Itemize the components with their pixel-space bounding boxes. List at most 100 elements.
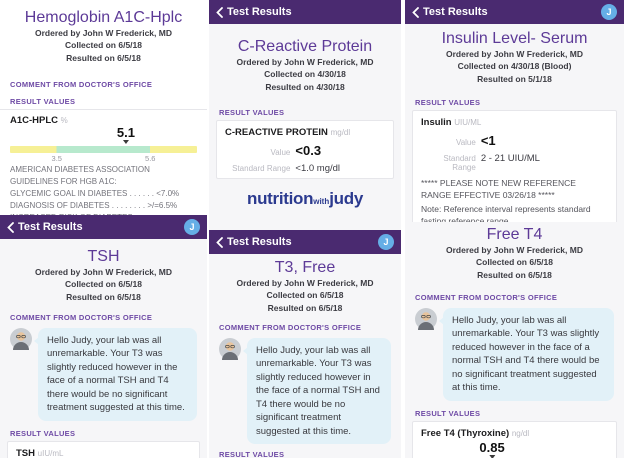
test-name-row: C-REACTIVE PROTEIN mg/dl — [225, 127, 385, 138]
marker-triangle-icon — [122, 140, 129, 145]
range-bar-track — [10, 145, 197, 153]
result-value: <1 — [480, 132, 496, 148]
result-card: Insulin UIU/ML Value <1 Standard Range 2… — [412, 109, 617, 222]
page-title: C-Reactive Protein — [237, 38, 373, 55]
doctor-avatar — [219, 337, 241, 360]
result-values-label: RESULT VALUES — [219, 450, 285, 458]
collected-on: Collected on 4/30/18 — [264, 69, 346, 80]
column-left: Hemoglobin A1C-Hplc Ordered by John W Fr… — [0, 0, 207, 458]
panel-tsh: Test Results J TSH Ordered by John W Fre… — [0, 215, 207, 458]
doctor-avatar — [415, 307, 437, 330]
resulted-on: Resulted on 6/5/18 — [267, 302, 343, 313]
guideline-line: AMERICAN DIABETES ASSOCIATION GUIDELINES… — [10, 164, 150, 186]
ordered-by: Ordered by John W Frederick, MD — [446, 49, 583, 59]
guideline-line: DIAGNOSIS OF DIABETES . . . . . . . . >/… — [10, 200, 178, 210]
back-label: Test Results — [18, 221, 83, 233]
comment-section-label: COMMENT FROM DOCTOR'S OFFICE — [10, 79, 153, 89]
result-value: 5.1 — [116, 124, 135, 140]
range-bar: 0.85 0.56 1.66 — [421, 440, 608, 458]
test-name: TSH — [16, 447, 35, 458]
page-title: TSH — [87, 248, 120, 265]
back-label: Test Results — [423, 6, 488, 18]
column-right: Test Results J Insulin Level- Serum Orde… — [405, 0, 624, 458]
marker-triangle-icon — [489, 455, 496, 458]
resulted-on: Resulted on 5/1/18 — [477, 73, 552, 84]
test-name-row: TSH uIU/mL — [16, 448, 191, 458]
result-card: Free T4 (Thyroxine) ng/dl 0.85 0.56 1.66 — [412, 420, 617, 458]
resulted-on: Resulted on 4/30/18 — [265, 81, 345, 92]
comment-section-label: COMMENT FROM DOCTOR'S OFFICE — [415, 292, 558, 302]
doctor-comment: Hello Judy, your lab was all unremarkabl… — [209, 337, 401, 445]
ordered-by: Ordered by John W Frederick, MD — [236, 57, 374, 67]
standard-range-value: 2 - 21 UIU/ML — [480, 152, 540, 164]
standard-range-row: Standard Range <1.0 mg/dl — [225, 163, 385, 174]
user-avatar[interactable]: J — [601, 4, 617, 20]
guideline-line: GLYCEMIC GOAL IN DIABETES . . . . . . <7… — [10, 188, 180, 198]
result-values-label: RESULT VALUES — [10, 96, 76, 106]
value-row: Value <0.3 — [225, 143, 385, 158]
ordered-by: Ordered by John W Frederick, MD — [446, 245, 583, 255]
standard-range-value: <1.0 mg/dl — [295, 162, 341, 174]
test-name-row: A1C-HPLC % — [0, 115, 207, 126]
user-avatar[interactable]: J — [378, 234, 394, 250]
fasting-note: Note: Reference interval represents stan… — [421, 203, 591, 222]
page-title: Insulin Level- Serum — [441, 30, 588, 47]
standard-range-label: Standard Range — [443, 153, 476, 172]
result-values-label: RESULT VALUES — [10, 428, 76, 438]
range-low-label: 3.5 — [51, 153, 62, 163]
back-button[interactable]: Test Results — [216, 236, 292, 248]
collected-on: Collected on 6/5/18 — [65, 279, 142, 290]
navbar: Test Results J — [209, 230, 401, 254]
doctor-avatar — [10, 327, 32, 350]
test-unit: UIU/ML — [454, 117, 482, 127]
comment-bubble: Hello Judy, your lab was all unremarkabl… — [243, 337, 391, 445]
result-values-label: RESULT VALUES — [415, 408, 481, 418]
panel-insulin-serum: Test Results J Insulin Level- Serum Orde… — [405, 0, 624, 222]
panel-hemoglobin-a1c: Hemoglobin A1C-Hplc Ordered by John W Fr… — [0, 0, 207, 215]
collected-on: Collected on 6/5/18 — [266, 290, 344, 301]
logo-word: nutrition — [247, 188, 314, 208]
result-values-label: RESULT VALUES — [415, 97, 481, 107]
resulted-on: Resulted on 6/5/18 — [477, 269, 552, 280]
collected-on: Collected on 6/5/18 — [476, 257, 553, 268]
back-chevron-icon — [216, 236, 223, 248]
test-unit: uIU/mL — [37, 448, 64, 458]
collected-on: Collected on 6/5/18 — [65, 40, 142, 51]
result-card: C-REACTIVE PROTEIN mg/dl Value <0.3 Stan… — [216, 119, 394, 179]
panel-t3-free: Test Results J T3, Free Ordered by John … — [209, 230, 401, 458]
test-unit: % — [60, 115, 68, 125]
panel-free-t4: Free T4 Ordered by John W Frederick, MD … — [405, 222, 624, 458]
navbar: Test Results J — [405, 0, 624, 24]
divider — [0, 108, 207, 110]
doctor-comment: Hello Judy, your lab was all unremarkabl… — [0, 327, 207, 421]
resulted-on: Resulted on 6/5/18 — [66, 52, 141, 63]
test-name: C-REACTIVE PROTEIN — [225, 126, 328, 138]
navbar: Test Results — [209, 0, 401, 24]
user-avatar[interactable]: J — [184, 219, 200, 235]
test-unit: ng/dl — [511, 428, 530, 438]
back-chevron-icon — [216, 6, 223, 18]
back-button[interactable]: Test Results — [216, 6, 292, 18]
back-chevron-icon — [412, 6, 419, 18]
result-marker: 5.1 — [116, 124, 135, 145]
value-label: Value — [455, 137, 476, 147]
panel-c-reactive-protein: Test Results C-Reactive Protein Ordered … — [209, 0, 401, 230]
test-name: A1C-HPLC — [10, 114, 59, 126]
page-title: T3, Free — [274, 259, 336, 276]
test-unit: mg/dl — [330, 127, 351, 137]
back-chevron-icon — [7, 221, 14, 233]
range-high-label: 5.6 — [145, 153, 156, 163]
range-bar: 5.1 3.5 5.6 — [10, 124, 197, 163]
doctor-comment: Hello Judy, your lab was all unremarkabl… — [405, 307, 624, 401]
reference-range-note: ***** PLEASE NOTE NEW REFERENCE RANGE EF… — [421, 177, 576, 201]
back-button[interactable]: Test Results — [7, 221, 83, 233]
comment-section-label: COMMENT FROM DOCTOR'S OFFICE — [10, 312, 153, 322]
column-middle: Test Results C-Reactive Protein Ordered … — [209, 0, 401, 458]
result-marker: 0.85 — [479, 440, 505, 458]
logo-word: with — [313, 196, 330, 206]
back-button[interactable]: Test Results — [412, 6, 488, 18]
standard-range-label: Standard Range — [232, 163, 291, 173]
navbar: Test Results J — [0, 215, 207, 239]
comment-bubble: Hello Judy, your lab was all unremarkabl… — [439, 307, 614, 401]
